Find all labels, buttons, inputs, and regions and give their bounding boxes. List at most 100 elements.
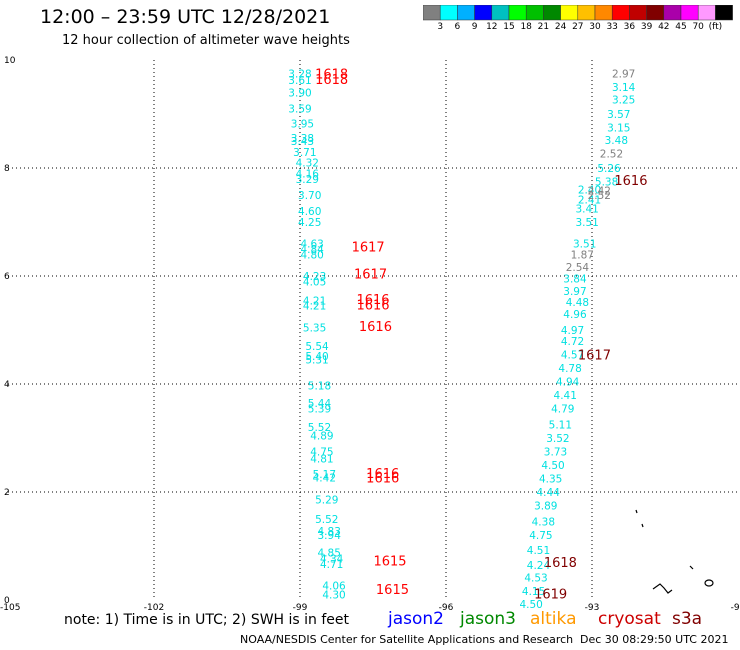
color-scale-label: 18 [520,22,532,32]
wave-height-point: 4.96 [563,309,587,321]
wave-height-point: 4.84 [300,244,324,256]
wave-height-point: 4.51 [527,545,550,557]
wave-height-point: 5.38 [595,177,618,189]
credit-line: NOAA/NESDIS Center for Satellite Applica… [240,633,574,646]
wave-height-point: 5.11 [549,420,572,432]
y-tick-label: 10 [4,56,16,66]
wave-height-point: 4.35 [539,474,562,486]
wave-height-point: 3.70 [298,190,321,202]
legend-entry-cryosat: cryosat [598,609,661,629]
wave-height-point: 4.50 [541,460,564,472]
wave-height-point: 5.35 [303,322,326,334]
generated-timestamp: Dec 30 08:29:50 UTC 2021 [580,633,729,646]
wave-height-point: 4.48 [566,297,589,309]
wave-height-point: 3.28 [288,69,311,81]
wave-height-point: 3.15 [607,123,630,135]
wave-height-point: 4.78 [558,363,581,375]
color-scale-label: 9 [471,22,478,32]
wave-height-point: 3.14 [612,82,636,94]
wave-height-point: 2.52 [588,190,611,202]
wave-height-point: 3.52 [546,433,569,445]
wave-height-point: 5.39 [308,403,331,415]
color-scale-label: 27 [572,22,584,32]
wave-height-point: 4.21 [303,301,326,313]
wave-height-point: 4.75 [310,447,333,459]
wave-height-point: 5.54 [305,341,329,353]
coastline-mark [689,565,694,570]
color-swatch [715,5,733,21]
wave-height-point: 3.95 [291,119,314,131]
wave-height-point: 4.30 [322,590,345,602]
pass-time-label: 1616 [366,467,399,482]
y-tick-label: 0 [4,596,10,606]
wave-height-point: 5.44 [308,398,332,410]
pass-time-label: 1617 [578,348,611,363]
wave-height-point: 2.41 [578,194,601,206]
wave-height-point: 4.21 [303,295,326,307]
pass-time-label: 1615 [376,583,409,598]
color-scale-label: 12 [486,22,498,32]
wave-height-point: 4.89 [310,430,333,442]
pass-time-label: 1618 [544,556,577,571]
y-tick-label: 8 [4,164,10,174]
color-scale-label: (ft) [708,22,723,32]
wave-height-point: 3.94 [318,530,342,542]
wave-height-point: 4.38 [532,517,555,529]
pass-time-label: 1616 [366,471,399,486]
wave-height-point: 4.97 [561,325,584,337]
x-tick-label: -102 [144,603,164,613]
wave-height-point: 5.26 [597,163,621,175]
wave-height-point: 3.97 [563,286,586,298]
wave-height-point: 5.31 [305,355,328,367]
color-scale-label: 21 [537,22,550,32]
x-tick-label: -96 [439,603,454,613]
color-scale-label: 42 [658,22,670,32]
coastline-mark [704,579,714,587]
wave-height-point: 4.06 [322,580,346,592]
pass-time-label: 1618 [315,68,348,83]
pass-time-label: 1617 [354,267,387,282]
wave-height-point: 3.90 [288,87,311,99]
wave-height-point: 4.50 [519,599,542,611]
wave-height-point: 4.60 [298,206,321,218]
wave-height-point: 3.84 [563,274,587,286]
wave-height-point: 4.25 [298,217,321,229]
pass-time-label: 1615 [373,555,406,570]
legend-entry-altika: altika [530,609,577,629]
color-scale-label: 70 [692,22,704,32]
legend-entry-s3a: s3a [672,609,703,629]
wave-height-point: 5.52 [308,422,331,434]
wave-height-point: 4.85 [318,547,341,559]
wave-height-point: 4.83 [318,526,341,538]
color-scale-labels: 3 6 9 12 15 18 21 24 27 30 33 36 39 42 45 70 (ft) [423,22,740,34]
coastline-mark [641,523,644,528]
wave-height-point: 2.40 [578,185,601,197]
pass-time-label: 1616 [356,299,389,314]
wave-height-point: 2.54 [566,262,590,274]
wave-height-point: 3.61 [288,75,311,87]
wave-height-point: 5.17 [313,469,336,481]
pass-time-label: 1617 [352,240,385,255]
x-tick-label: -99 [293,603,308,613]
wave-height-point: 4.72 [561,336,584,348]
color-scale-label: 6 [454,22,461,32]
color-scale-label: 30 [589,22,601,32]
wave-height-point: 4.80 [300,249,323,261]
color-scale-label: 39 [640,22,653,32]
pass-time-label: 1616 [614,174,647,189]
x-tick-label: -90 [731,603,740,613]
pass-time-label: 1618 [315,73,348,88]
wave-height-point: 3.29 [296,174,319,186]
wave-height-point: 3.59 [288,104,311,116]
pass-time-label: 1616 [356,293,389,308]
wave-height-point: 3.43 [291,136,314,148]
wave-height-point: 4.16 [296,168,320,180]
wave-height-point: 3.41 [575,204,598,216]
wave-height-point: 4.71 [320,559,343,571]
pass-time-label: 1619 [534,588,567,603]
wave-height-point: 4.53 [524,572,547,584]
coastline-mark [635,509,638,514]
color-scale-label: 3 [437,22,444,32]
wave-height-point: 1.87 [571,249,594,261]
